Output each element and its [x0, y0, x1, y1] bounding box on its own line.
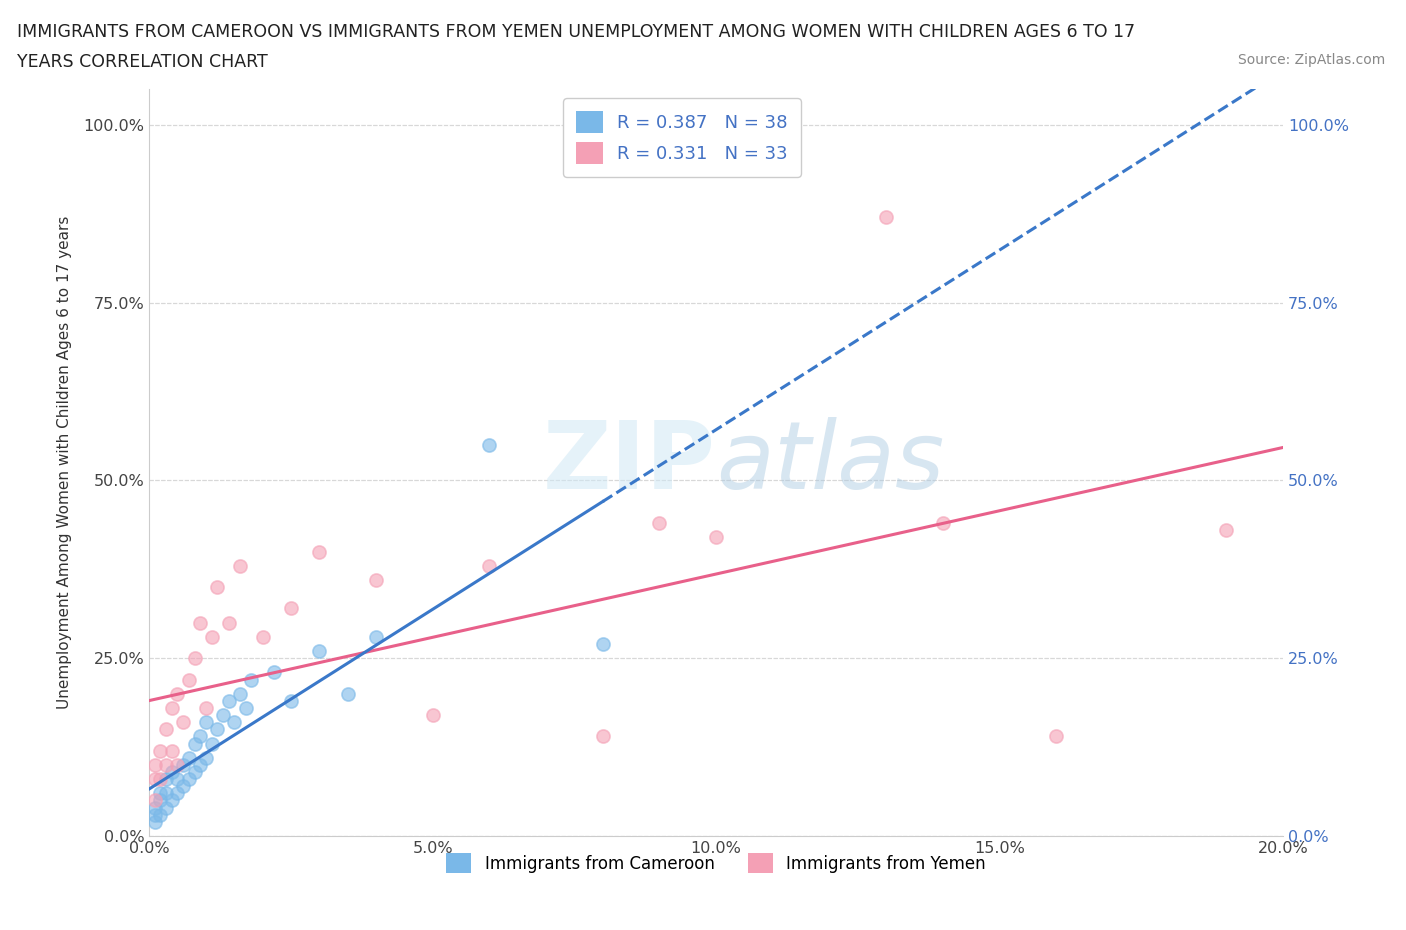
Point [240, 672, 263, 687]
Point [155, 722, 177, 737]
Point [155, 786, 177, 801]
Point [155, 757, 177, 772]
Point [218, 694, 240, 709]
Text: YEARS CORRELATION CHART: YEARS CORRELATION CHART [17, 53, 267, 71]
Point [1215, 523, 1237, 538]
Point [172, 715, 194, 730]
Point [188, 757, 211, 772]
Point [149, 743, 172, 758]
Point [143, 757, 166, 772]
Point [224, 715, 246, 730]
Point [149, 786, 172, 801]
Point [932, 516, 955, 531]
Point [218, 616, 240, 631]
Point [166, 786, 188, 801]
Y-axis label: Unemployment Among Women with Children Ages 6 to 17 years: Unemployment Among Women with Children A… [58, 216, 72, 710]
Point [875, 210, 897, 225]
Point [143, 807, 166, 822]
Point [592, 636, 614, 651]
Point [235, 700, 257, 715]
Point [364, 630, 387, 644]
Point [205, 579, 228, 594]
Point [648, 516, 671, 531]
Point [160, 743, 183, 758]
Point [143, 793, 166, 808]
Point [166, 772, 188, 787]
Point [155, 772, 177, 787]
Point [308, 544, 330, 559]
Point [177, 772, 200, 787]
Point [172, 778, 194, 793]
Point [149, 772, 172, 787]
Point [188, 616, 211, 631]
Point [194, 715, 217, 730]
Point [149, 793, 172, 808]
Point [592, 729, 614, 744]
Point [704, 530, 727, 545]
Point [177, 751, 200, 765]
Text: IMMIGRANTS FROM CAMEROON VS IMMIGRANTS FROM YEMEN UNEMPLOYMENT AMONG WOMEN WITH : IMMIGRANTS FROM CAMEROON VS IMMIGRANTS F… [17, 23, 1135, 41]
Point [172, 757, 194, 772]
Point [183, 764, 205, 779]
Point [155, 800, 177, 815]
Legend: Immigrants from Cameroon, Immigrants from Yemen: Immigrants from Cameroon, Immigrants fro… [440, 846, 993, 880]
Point [160, 793, 183, 808]
Text: Source: ZipAtlas.com: Source: ZipAtlas.com [1237, 53, 1385, 67]
Point [200, 630, 222, 644]
Point [177, 672, 200, 687]
Point [143, 800, 166, 815]
Point [422, 708, 444, 723]
Point [160, 700, 183, 715]
Point [205, 722, 228, 737]
Point [280, 601, 302, 616]
Point [280, 694, 302, 709]
Point [1045, 729, 1067, 744]
Point [183, 737, 205, 751]
Point [183, 651, 205, 666]
Point [478, 558, 501, 573]
Point [478, 437, 501, 452]
Point [211, 708, 233, 723]
Point [166, 686, 188, 701]
Point [188, 729, 211, 744]
Point [229, 686, 252, 701]
Point [143, 772, 166, 787]
Point [194, 700, 217, 715]
Point [308, 644, 330, 658]
Point [149, 807, 172, 822]
Point [200, 737, 222, 751]
Text: ZIP: ZIP [543, 417, 716, 509]
Point [263, 665, 285, 680]
Point [166, 757, 188, 772]
Point [194, 751, 217, 765]
Point [143, 815, 166, 830]
Text: atlas: atlas [716, 418, 945, 508]
Point [160, 764, 183, 779]
Point [252, 630, 274, 644]
Point [336, 686, 359, 701]
Point [364, 573, 387, 588]
Point [229, 558, 252, 573]
